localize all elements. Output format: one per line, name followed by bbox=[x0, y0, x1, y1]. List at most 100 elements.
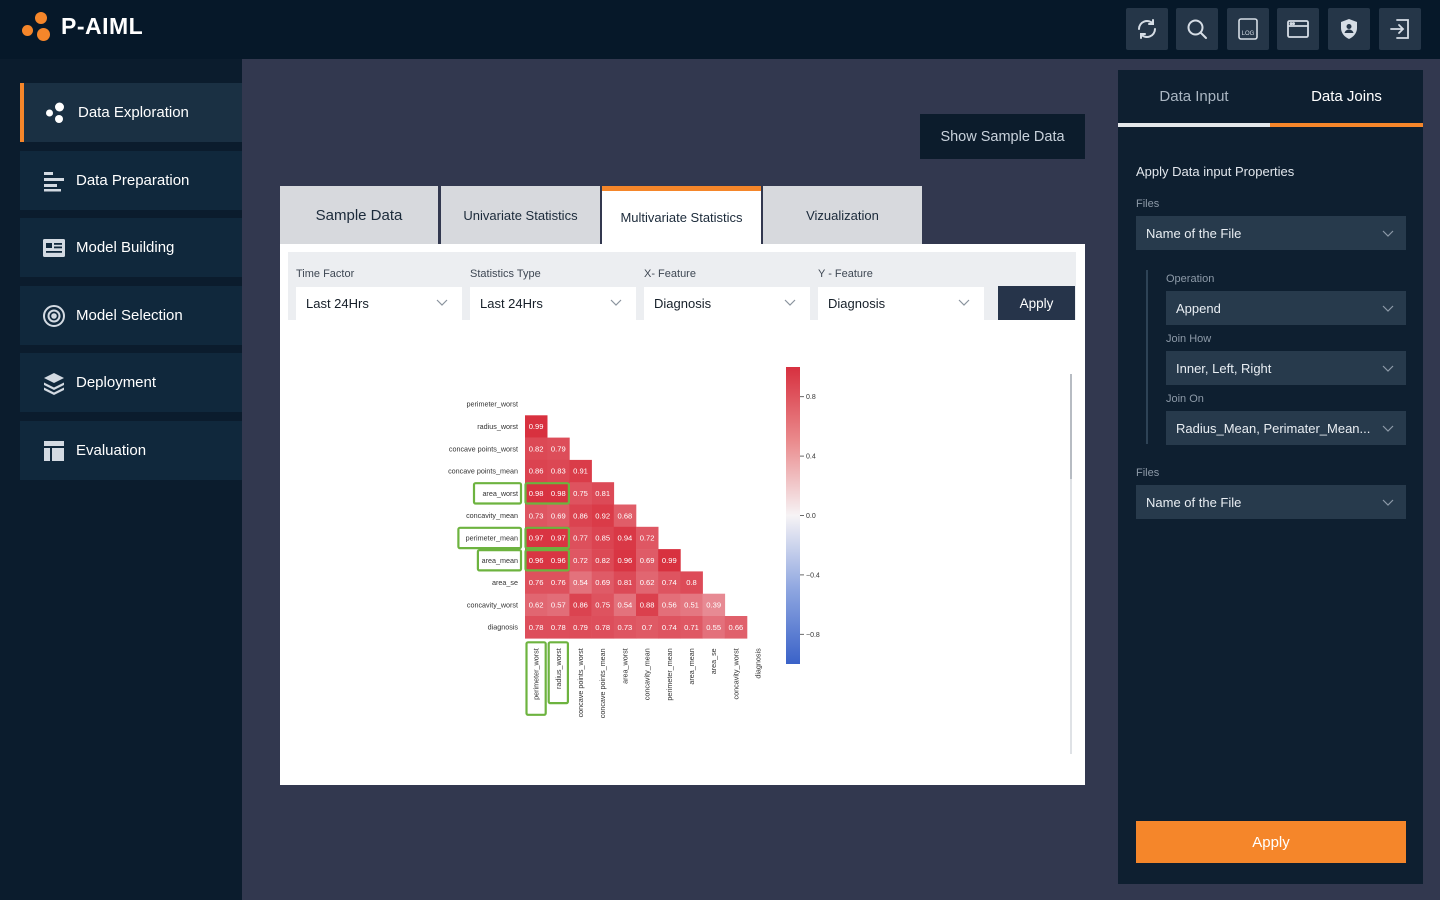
sidebar-item-model-building[interactable]: Model Building bbox=[20, 218, 242, 277]
cell-value: 0.83 bbox=[551, 467, 566, 476]
heatmap-cell bbox=[591, 549, 615, 572]
heatmap-cell bbox=[658, 616, 681, 639]
cell-value: 0.79 bbox=[551, 444, 566, 453]
highlight-row-cells bbox=[524, 526, 571, 550]
refresh-button[interactable] bbox=[1126, 8, 1168, 50]
column-label: radius_worst bbox=[554, 648, 563, 689]
sidebar-item-model-selection[interactable]: Model Selection bbox=[20, 286, 242, 345]
security-button[interactable] bbox=[1328, 8, 1370, 50]
heatmap-cell bbox=[636, 593, 659, 617]
brand-name: P-AIML bbox=[61, 13, 144, 39]
log-icon: LOG bbox=[1238, 18, 1258, 40]
files-label-2: Files bbox=[1136, 467, 1160, 479]
files-value: Name of the File bbox=[1146, 225, 1242, 241]
highlight-row-label bbox=[457, 526, 523, 550]
cell-value: 0.88 bbox=[640, 600, 655, 609]
cell-value: 0.79 bbox=[573, 623, 588, 632]
join-on-select[interactable]: Radius_Mean, Perimater_Mean... bbox=[1166, 411, 1406, 445]
log-button[interactable]: LOG bbox=[1227, 8, 1269, 50]
statistics-type-label: Statistics Type bbox=[470, 268, 541, 280]
panel-apply-button[interactable]: Apply bbox=[1136, 821, 1406, 863]
row-label: area_se bbox=[492, 578, 518, 587]
cell-value: 0.91 bbox=[573, 467, 588, 476]
operation-select[interactable]: Append bbox=[1166, 291, 1406, 325]
tab-data-joins[interactable]: Data Joins bbox=[1270, 70, 1423, 127]
y-feature-select[interactable]: Diagnosis bbox=[818, 287, 984, 320]
show-sample-data-button[interactable]: Show Sample Data bbox=[920, 114, 1085, 159]
cell-value: 0.75 bbox=[595, 600, 610, 609]
heatmap-cell bbox=[591, 504, 615, 528]
cell-value: 0.62 bbox=[529, 600, 544, 609]
tab-sample-data[interactable]: Sample Data bbox=[280, 186, 438, 244]
heatmap-cell bbox=[591, 526, 615, 550]
window-button[interactable] bbox=[1277, 8, 1319, 50]
row-label: area_mean bbox=[482, 556, 518, 565]
row-label: radius_worst bbox=[477, 422, 518, 431]
highlight-column-label bbox=[525, 641, 547, 716]
cell-value: 0.85 bbox=[595, 534, 610, 543]
search-button[interactable] bbox=[1176, 8, 1218, 50]
cell-value: 0.78 bbox=[551, 623, 566, 632]
row-label: concave points_mean bbox=[448, 467, 518, 476]
cell-value: 0.69 bbox=[640, 556, 655, 565]
chart-scrollbar[interactable] bbox=[1070, 374, 1072, 754]
chevron-down-icon bbox=[784, 299, 796, 306]
heatmap-cell bbox=[547, 526, 570, 550]
heatmap-cell bbox=[636, 571, 659, 594]
cell-value: 0.55 bbox=[706, 623, 721, 632]
statistics-type-value: Last 24Hrs bbox=[480, 296, 543, 311]
logout-button[interactable] bbox=[1379, 8, 1421, 50]
chevron-down-icon bbox=[958, 299, 970, 306]
sidebar-item-evaluation[interactable]: Evaluation bbox=[20, 421, 242, 480]
y-feature-label: Y - Feature bbox=[818, 268, 873, 280]
chart-scrollbar-thumb[interactable] bbox=[1070, 374, 1072, 479]
filter-apply-button[interactable]: Apply bbox=[998, 286, 1075, 320]
tab-vizualization[interactable]: Vizualization bbox=[763, 186, 922, 244]
cell-value: 0.99 bbox=[662, 556, 677, 565]
heatmap-cell bbox=[569, 504, 592, 528]
chevron-down-icon bbox=[1382, 305, 1394, 312]
heatmap-cell bbox=[547, 593, 570, 617]
files-select-2[interactable]: Name of the File bbox=[1136, 485, 1406, 519]
row-label: perimeter_worst bbox=[466, 400, 518, 409]
cell-value: 0.92 bbox=[595, 511, 610, 520]
column-label: area_mean bbox=[687, 648, 696, 684]
sidebar-item-label: Data Exploration bbox=[78, 104, 189, 121]
heatmap-cell bbox=[525, 504, 548, 528]
heatmap-cell bbox=[636, 616, 659, 639]
join-how-label: Join How bbox=[1166, 333, 1212, 345]
join-how-value: Inner, Left, Right bbox=[1176, 360, 1272, 376]
operation-label: Operation bbox=[1166, 273, 1215, 285]
heatmap-cell bbox=[636, 526, 659, 550]
x-feature-select[interactable]: Diagnosis bbox=[644, 287, 810, 320]
cell-value: 0.51 bbox=[684, 600, 699, 609]
heatmap-cell bbox=[525, 593, 548, 617]
cell-value: 0.81 bbox=[618, 578, 633, 587]
refresh-icon bbox=[1138, 19, 1156, 39]
heatmap-cell bbox=[636, 549, 659, 572]
heatmap-cell bbox=[613, 504, 637, 528]
row-label: area_worst bbox=[482, 489, 518, 498]
cell-value: 0.81 bbox=[595, 489, 610, 498]
tab-data-input[interactable]: Data Input bbox=[1118, 70, 1270, 127]
operation-value: Append bbox=[1176, 300, 1221, 316]
column-label: perimeter_mean bbox=[665, 648, 674, 700]
tab-univariate-statistics[interactable]: Univariate Statistics bbox=[441, 186, 600, 244]
column-label: concavity_mean bbox=[643, 648, 652, 700]
heatmap-cell bbox=[569, 482, 592, 505]
sidebar-item-data-exploration[interactable]: Data Exploration bbox=[20, 83, 242, 142]
heatmap-cell bbox=[569, 526, 592, 550]
row-label: concave points_worst bbox=[449, 444, 518, 453]
highlight-row-label bbox=[472, 482, 523, 505]
sidebar-item-data-preparation[interactable]: Data Preparation bbox=[20, 151, 242, 210]
y-feature-value: Diagnosis bbox=[828, 296, 886, 311]
join-how-select[interactable]: Inner, Left, Right bbox=[1166, 351, 1406, 385]
sidebar-item-deployment[interactable]: Deployment bbox=[20, 353, 242, 412]
correlation-heatmap: 0.99 0.82 0.79 0.86 0.83 0.91 0.98 0.98 0.75 0.81… bbox=[448, 367, 820, 718]
highlight-row-label bbox=[476, 549, 523, 572]
top-bar: P-AIML LOG bbox=[0, 0, 1440, 59]
statistics-type-select[interactable]: Last 24Hrs bbox=[470, 287, 636, 320]
time-factor-select[interactable]: Last 24Hrs bbox=[296, 287, 462, 320]
tab-multivariate-statistics[interactable]: Multivariate Statistics bbox=[602, 186, 761, 244]
files-select[interactable]: Name of the File bbox=[1136, 216, 1406, 250]
